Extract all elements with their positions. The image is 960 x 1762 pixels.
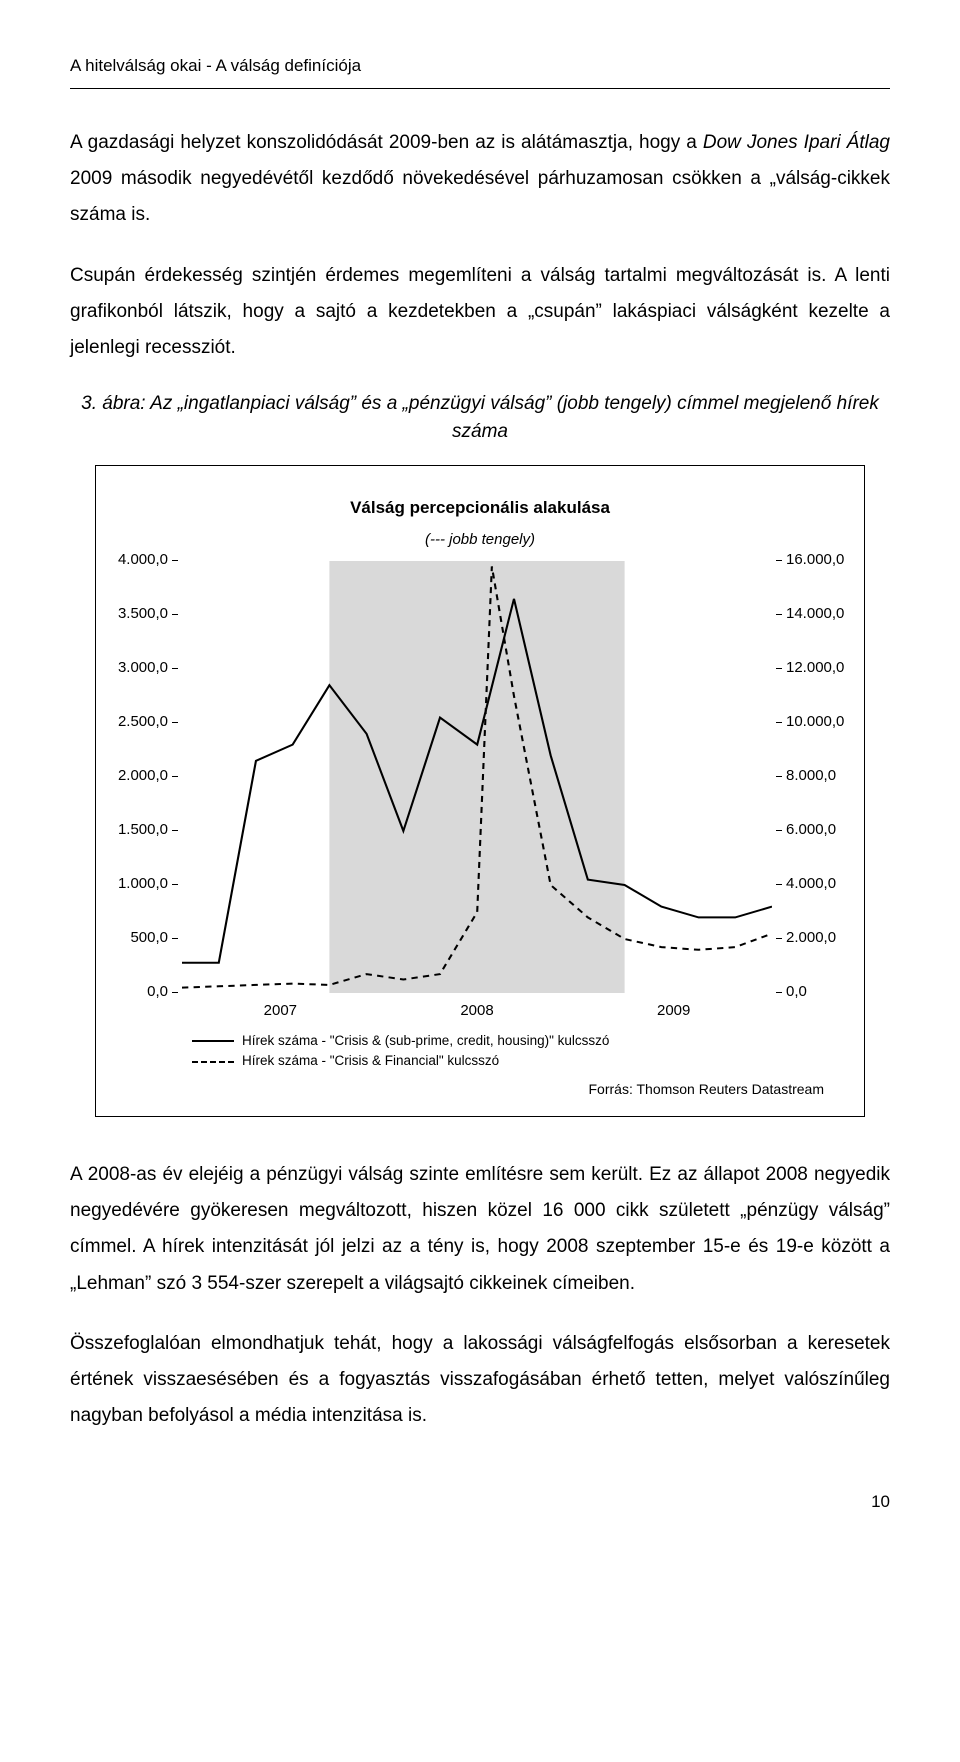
chart-legend: Hírek száma - "Crisis & (sub-prime, cred… (192, 1031, 854, 1072)
page-number: 10 (70, 1486, 890, 1518)
chart-svg (182, 561, 772, 993)
figure-caption: 3. ábra: Az „ingatlanpiaci válság” és a … (70, 390, 890, 447)
chart-frame: Válság percepcionális alakulása (--- job… (95, 465, 865, 1117)
plot-area (182, 561, 772, 993)
chart-subtitle: (--- jobb tengely) (106, 526, 854, 555)
legend-dashed-line-icon (192, 1061, 234, 1063)
legend-solid: Hírek száma - "Crisis & (sub-prime, cred… (192, 1031, 854, 1051)
y-axis-right: 16.000,014.000,012.000,010.000,08.000,06… (772, 561, 854, 993)
chart-grid: 4.000,03.500,03.000,02.500,02.000,01.500… (106, 561, 854, 993)
paragraph-1: A gazdasági helyzet konszolidódását 2009… (70, 125, 890, 233)
chart-title: Válság percepcionális alakulása (106, 492, 854, 524)
legend-dashed-label: Hírek száma - "Crisis & Financial" kulcs… (242, 1051, 499, 1071)
y-axis-left: 4.000,03.500,03.000,02.500,02.000,01.500… (106, 561, 182, 993)
paragraph-4: Összefoglalóan elmondhatjuk tehát, hogy … (70, 1326, 890, 1434)
legend-dashed: Hírek száma - "Crisis & Financial" kulcs… (192, 1051, 854, 1071)
page-header: A hitelválság okai - A válság definíciój… (70, 50, 890, 89)
legend-solid-line-icon (192, 1040, 234, 1042)
x-axis: 200720082009 (182, 997, 772, 1026)
paragraph-2: Csupán érdekesség szintjén érdemes megem… (70, 258, 890, 366)
legend-solid-label: Hírek száma - "Crisis & (sub-prime, cred… (242, 1031, 609, 1051)
chart-source: Forrás: Thomson Reuters Datastream (106, 1076, 824, 1103)
paragraph-1-text: A gazdasági helyzet konszolidódását 2009… (70, 132, 890, 225)
paragraph-3: A 2008-as év elejéig a pénzügyi válság s… (70, 1157, 890, 1301)
